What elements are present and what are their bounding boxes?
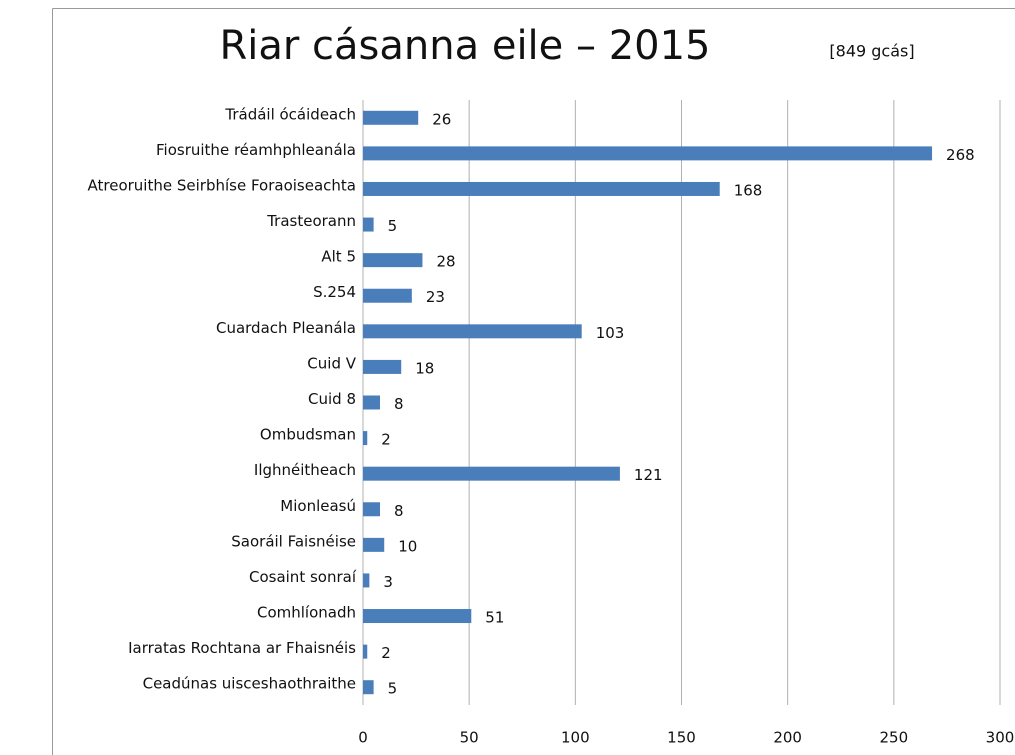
value-label: 268 <box>946 146 975 164</box>
value-label: 103 <box>596 324 625 342</box>
x-tick-label: 300 <box>986 729 1015 747</box>
value-label: 8 <box>394 395 404 413</box>
x-tick-label: 50 <box>460 729 479 747</box>
y-tick-label: S.254 <box>313 283 356 301</box>
y-tick-label: Trádáil ócáideach <box>224 105 356 123</box>
bar <box>363 324 582 339</box>
value-label: 51 <box>485 609 504 627</box>
bar <box>363 181 720 196</box>
bar <box>363 537 385 552</box>
x-tick-label: 100 <box>561 729 590 747</box>
y-tick-label: Saoráil Faisnéise <box>231 532 356 550</box>
bar <box>363 288 412 303</box>
value-label: 18 <box>415 359 434 377</box>
y-tick-label: Fiosruithe réamhphleanála <box>156 141 356 159</box>
bar <box>363 609 472 624</box>
y-tick-label: Ceadúnas uisceshaothraithe <box>143 675 356 693</box>
value-label: 10 <box>398 537 417 555</box>
bar <box>363 431 368 446</box>
value-label: 121 <box>634 466 663 484</box>
x-tick-label: 150 <box>667 729 696 747</box>
bar <box>363 146 933 161</box>
y-tick-label: Ombudsman <box>260 426 356 444</box>
bar <box>363 253 423 268</box>
value-label: 2 <box>381 431 391 449</box>
y-tick-label: Cosaint sonraí <box>249 568 357 586</box>
bar <box>363 680 374 695</box>
value-label: 3 <box>383 573 393 591</box>
value-label: 2 <box>381 644 391 662</box>
y-tick-label: Cuid V <box>307 354 356 372</box>
bar <box>363 466 620 481</box>
y-tick-label: Alt 5 <box>321 248 356 266</box>
chart-subtitle: [849 gcás] <box>829 42 914 61</box>
bar <box>363 395 380 410</box>
value-label: 28 <box>436 253 455 271</box>
bar <box>363 644 368 659</box>
bar <box>363 573 370 588</box>
chart-title: Riar cásanna eile – 2015 <box>219 23 710 69</box>
y-tick-label: Comhlíonadh <box>257 604 356 622</box>
y-tick-label: Trasteorann <box>266 212 356 230</box>
value-label: 5 <box>388 217 398 235</box>
x-tick-label: 0 <box>358 729 368 747</box>
y-tick-label: Cuardach Pleanála <box>216 319 356 337</box>
x-tick-label: 200 <box>773 729 802 747</box>
y-tick-label: Mionleasú <box>280 497 356 515</box>
x-tick-label: 250 <box>880 729 909 747</box>
y-tick-label: Ilghnéitheach <box>254 461 356 479</box>
y-tick-label: Iarratas Rochtana ar Fhaisnéis <box>128 639 356 657</box>
value-label: 8 <box>394 502 404 520</box>
bar <box>363 502 380 517</box>
y-tick-label: Atreoruithe Seirbhíse Foraoiseachta <box>88 176 356 194</box>
y-tick-label: Cuid 8 <box>308 390 356 408</box>
value-label: 168 <box>734 181 763 199</box>
value-label: 5 <box>388 680 398 698</box>
value-label: 23 <box>426 288 445 306</box>
bar <box>363 359 402 374</box>
value-label: 26 <box>432 110 451 128</box>
bar <box>363 217 374 232</box>
bar <box>363 110 419 125</box>
